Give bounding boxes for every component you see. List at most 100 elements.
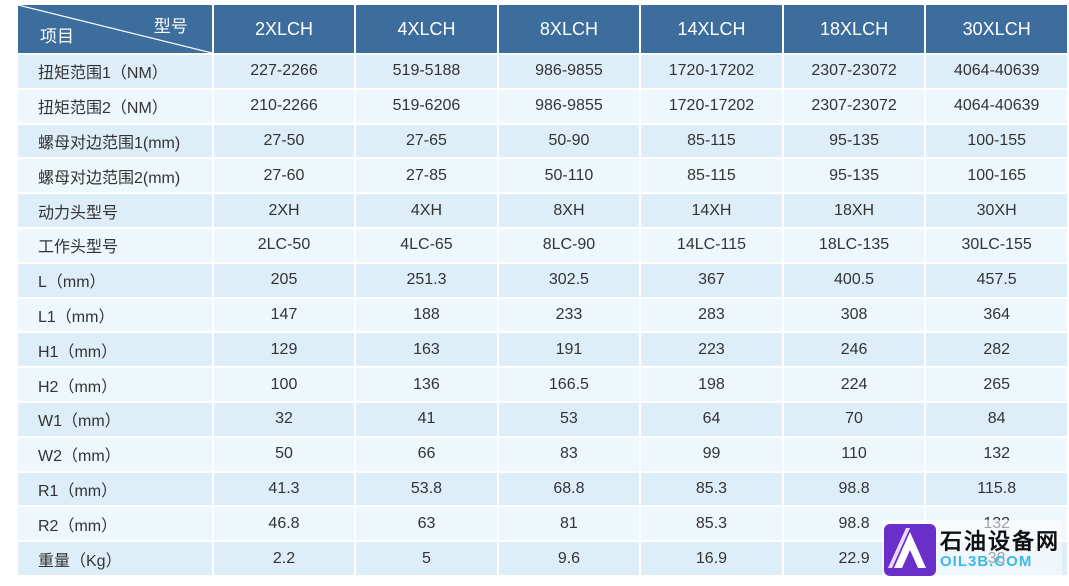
table-cell: 2LC-50 [213, 228, 355, 262]
table-cell: 85.3 [641, 472, 782, 506]
table-cell: 115.8 [926, 472, 1067, 506]
table-cell: 282 [926, 333, 1067, 367]
table-cell: 53.8 [356, 472, 497, 506]
table-cell: 986-9855 [498, 89, 640, 123]
table-cell: 1720-17202 [641, 89, 782, 123]
table-cell: 283 [641, 298, 782, 332]
table-cell: 188 [356, 298, 497, 332]
table-cell: 210-2266 [213, 89, 355, 123]
row-label: 扭矩范围1（NM） [18, 55, 212, 88]
table-cell: 84 [926, 402, 1067, 436]
table-cell: 227-2266 [213, 55, 355, 88]
row-label: L1（mm） [18, 298, 212, 332]
row-label: 扭矩范围2（NM） [18, 89, 212, 123]
corner-type-label: 型号 [153, 17, 188, 36]
table-cell: 166.5 [498, 368, 640, 401]
table-cell: 5 [356, 542, 497, 575]
table-cell: 519-6206 [356, 89, 497, 123]
table-cell: 251.3 [356, 263, 497, 297]
table-cell: 100-165 [926, 159, 1067, 193]
watermark: 石油设备网 OIL3B.COM [882, 520, 1062, 580]
row-label: 动力头型号 [18, 194, 212, 227]
table-cell: 16.9 [641, 542, 782, 575]
table-cell: 100-155 [926, 124, 1067, 158]
table-row: 扭矩范围2（NM） 210-2266 519-6206 986-9855 1720-17… [18, 89, 1067, 123]
table-cell: 64 [641, 402, 782, 436]
table-cell: 136 [356, 368, 497, 401]
table-cell: 63 [356, 507, 497, 541]
table-cell: 81 [498, 507, 640, 541]
spec-table: 型号 项目 2XLCH 4XLCH 8XLCH 14XLCH 18XLCH 30XLCH … [16, 3, 1069, 577]
table-cell: 95-135 [783, 124, 925, 158]
table-cell: 95-135 [783, 159, 925, 193]
table-cell: 14LC-115 [641, 228, 782, 262]
table-cell: 50-90 [498, 124, 640, 158]
table-cell: 233 [498, 298, 640, 332]
table-cell: 9.6 [498, 542, 640, 575]
table-cell: 85.3 [641, 507, 782, 541]
table-cell: 50-110 [498, 159, 640, 193]
table-cell: 83 [498, 437, 640, 471]
row-label: H1（mm） [18, 333, 212, 367]
table-row: 动力头型号 2XH 4XH 8XH 14XH 18XH 30XH [18, 194, 1067, 227]
table-cell: 4064-40639 [926, 55, 1067, 88]
table-cell: 163 [356, 333, 497, 367]
table-row: 扭矩范围1（NM） 227-2266 519-5188 986-9855 1720-17… [18, 55, 1067, 88]
table-cell: 224 [783, 368, 925, 401]
row-label: 重量（Kg） [18, 542, 212, 575]
table-cell: 205 [213, 263, 355, 297]
header-row: 型号 项目 2XLCH 4XLCH 8XLCH 14XLCH 18XLCH 30XLCH [18, 5, 1067, 53]
header-model-8xlch: 8XLCH [498, 5, 640, 53]
table-cell: 367 [641, 263, 782, 297]
table-cell: 32 [213, 402, 355, 436]
table-cell: 986-9855 [498, 55, 640, 88]
row-label: L（mm） [18, 263, 212, 297]
table-cell: 2.2 [213, 542, 355, 575]
table-cell: 1720-17202 [641, 55, 782, 88]
table-cell: 41 [356, 402, 497, 436]
table-cell: 68.8 [498, 472, 640, 506]
table-cell: 46.8 [213, 507, 355, 541]
table-row: 工作头型号 2LC-50 4LC-65 8LC-90 14LC-115 18LC-135 3… [18, 228, 1067, 262]
table-cell: 85-115 [641, 124, 782, 158]
diagonal-divider [18, 5, 212, 53]
table-cell: 302.5 [498, 263, 640, 297]
table-cell: 98.8 [783, 472, 925, 506]
table-cell: 30LC-155 [926, 228, 1067, 262]
table-cell: 85-115 [641, 159, 782, 193]
row-label: R2（mm） [18, 507, 212, 541]
table-cell: 2XH [213, 194, 355, 227]
header-model-4xlch: 4XLCH [356, 5, 497, 53]
table-cell: 100 [213, 368, 355, 401]
table-cell: 41.3 [213, 472, 355, 506]
table-cell: 27-85 [356, 159, 497, 193]
table-cell: 8LC-90 [498, 228, 640, 262]
table-cell: 4LC-65 [356, 228, 497, 262]
table-cell: 4064-40639 [926, 89, 1067, 123]
table-cell: 4XH [356, 194, 497, 227]
table-cell: 132 [926, 437, 1067, 471]
table-cell: 50 [213, 437, 355, 471]
table-cell: 198 [641, 368, 782, 401]
row-label: 工作头型号 [18, 228, 212, 262]
row-label: 螺母对边范围1(mm) [18, 124, 212, 158]
table-row: W2（mm） 50 66 83 99 110 132 [18, 437, 1067, 471]
table-row: H1（mm） 129 163 191 223 246 282 [18, 333, 1067, 367]
table-cell: 27-50 [213, 124, 355, 158]
row-label: W1（mm） [18, 402, 212, 436]
corner-item-label: 项目 [40, 27, 74, 46]
table-cell: 308 [783, 298, 925, 332]
table-row: L1（mm） 147 188 233 283 308 364 [18, 298, 1067, 332]
row-label: H2（mm） [18, 368, 212, 401]
watermark-name: 石油设备网 [940, 529, 1061, 555]
header-model-30xlch: 30XLCH [926, 5, 1067, 53]
table-row: W1（mm） 32 41 53 64 70 84 [18, 402, 1067, 436]
table-cell: 27-65 [356, 124, 497, 158]
row-label: 螺母对边范围2(mm) [18, 159, 212, 193]
table-row: R1（mm） 41.3 53.8 68.8 85.3 98.8 115.8 [18, 472, 1067, 506]
oil-logo-icon [884, 524, 936, 576]
table-cell: 519-5188 [356, 55, 497, 88]
table-cell: 18LC-135 [783, 228, 925, 262]
table-cell: 27-60 [213, 159, 355, 193]
row-label: R1（mm） [18, 472, 212, 506]
